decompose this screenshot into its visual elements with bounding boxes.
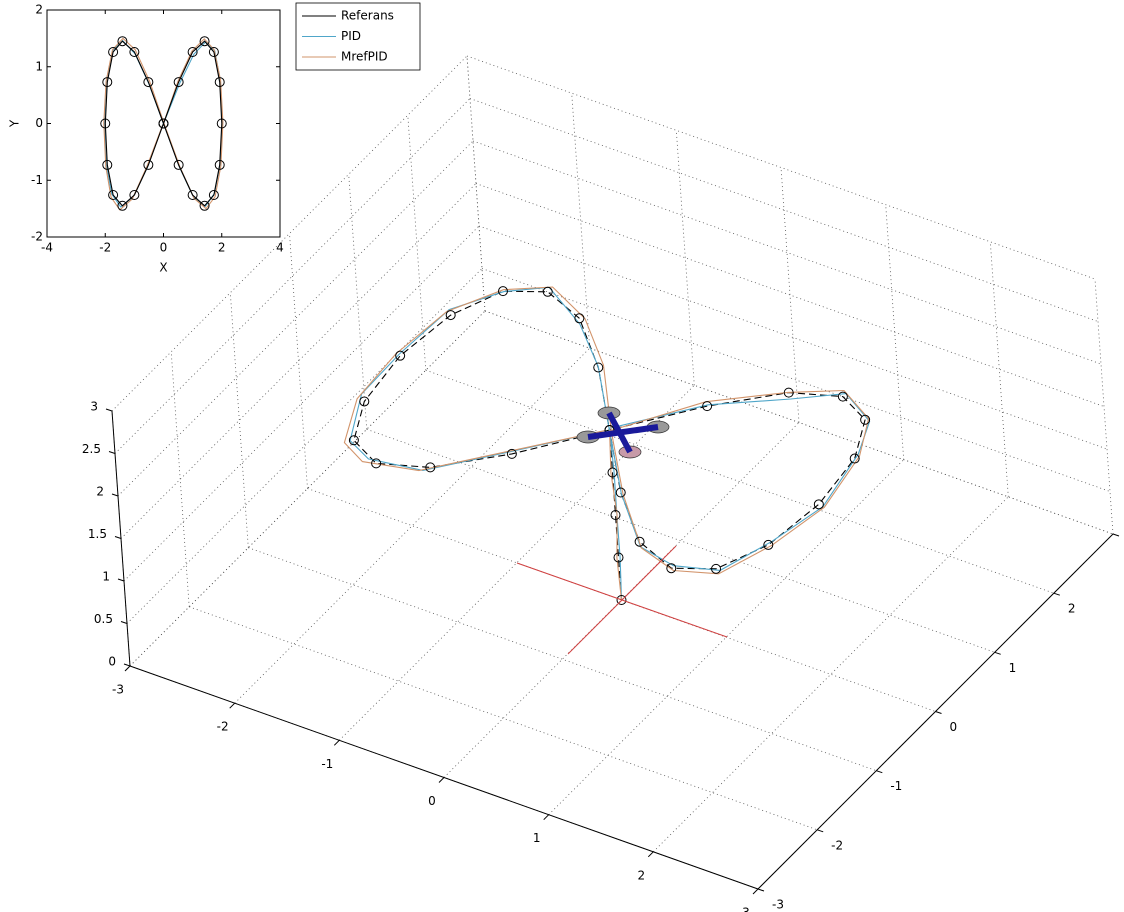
x-tick-label: -3 xyxy=(112,683,124,697)
y-tick-label: -1 xyxy=(31,173,43,187)
page: -3-2-10123-3-2-1012300.511.522.53Referan… xyxy=(0,0,1124,912)
x-axis-label: X xyxy=(159,261,167,275)
legend: Referans PID MrefPID xyxy=(296,3,420,70)
z-tick-label: 0 xyxy=(108,655,116,669)
z-tick-label: 3 xyxy=(90,400,98,414)
x-tick-label: 0 xyxy=(160,241,168,255)
y-tick-label: 0 xyxy=(35,116,43,130)
x-tick-label: 0 xyxy=(428,794,436,808)
x-tick-label: -2 xyxy=(99,241,111,255)
z-tick-label: 1.5 xyxy=(88,527,107,541)
legend-label: Referans xyxy=(341,9,394,23)
z-tick-label: 2.5 xyxy=(82,442,101,456)
x-tick-label: 3 xyxy=(742,906,750,912)
x-tick-label: 2 xyxy=(218,241,226,255)
x-tick-label: 1 xyxy=(533,831,541,845)
x-tick-label: 4 xyxy=(276,241,284,255)
y-tick-label: 2 xyxy=(1068,602,1076,616)
x-tick-label: -1 xyxy=(321,757,333,771)
z-tick-label: 0.5 xyxy=(94,612,113,626)
y-tick-label: -2 xyxy=(31,230,43,244)
figure: -3-2-10123-3-2-1012300.511.522.53Referan… xyxy=(0,0,1124,912)
x-tick-label: -2 xyxy=(217,720,229,734)
y-tick-label: -1 xyxy=(890,779,902,793)
y-tick-label: -2 xyxy=(831,838,843,852)
y-tick-label: -3 xyxy=(772,898,784,912)
z-tick-label: 1 xyxy=(102,570,110,584)
y-tick-label: 2 xyxy=(35,3,43,17)
x-tick-label: 2 xyxy=(638,868,646,882)
y-tick-label: 0 xyxy=(950,720,958,734)
y-tick-label: 1 xyxy=(1009,661,1017,675)
legend-label: PID xyxy=(341,29,361,43)
y-axis-label: Y xyxy=(8,119,22,128)
legend-label: MrefPID xyxy=(341,50,388,64)
y-tick-label: 1 xyxy=(35,59,43,73)
z-tick-label: 2 xyxy=(96,485,104,499)
